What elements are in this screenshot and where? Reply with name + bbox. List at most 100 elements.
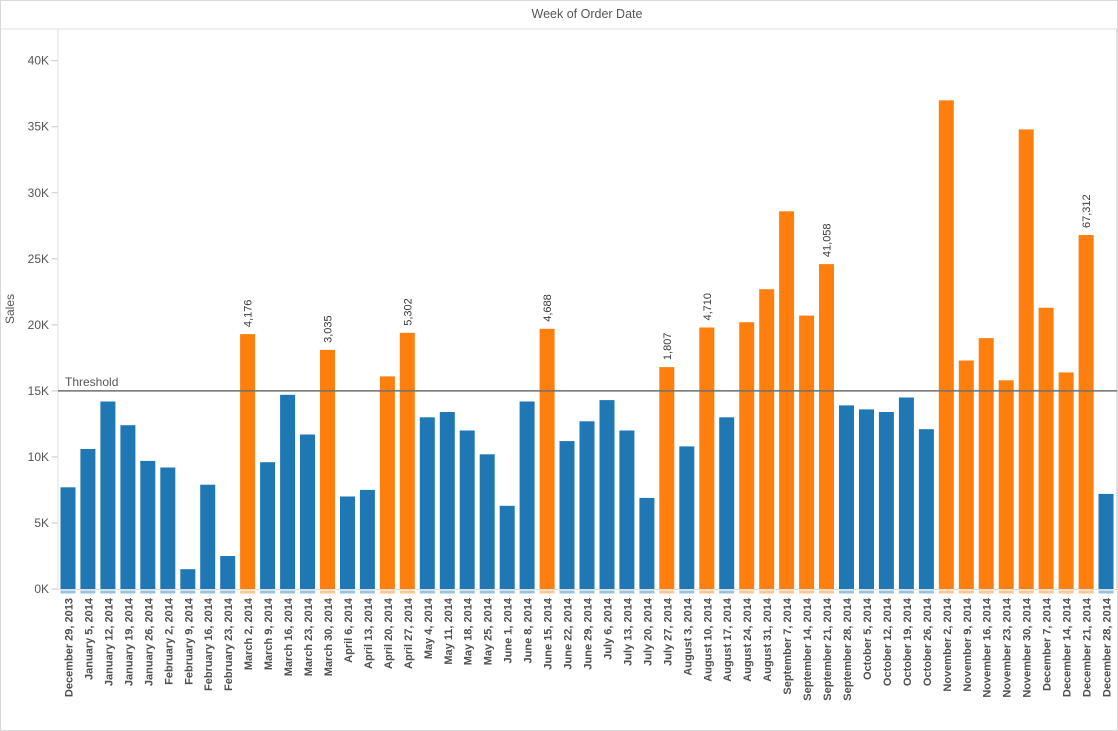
x-tick-label: September 28, 2014 bbox=[842, 597, 854, 701]
bar[interactable] bbox=[180, 569, 196, 589]
bar[interactable] bbox=[938, 100, 954, 590]
bar[interactable] bbox=[739, 322, 755, 589]
bar[interactable] bbox=[499, 505, 515, 589]
bar[interactable] bbox=[559, 441, 575, 589]
bar-value-labels: 4,176 3,035 5,302 4,688 1,807 4,710 41,058 67,3… bbox=[243, 194, 1093, 360]
bar[interactable] bbox=[619, 430, 635, 590]
x-tick-label: February 16, 2014 bbox=[203, 597, 215, 691]
x-tick-label: October 12, 2014 bbox=[882, 597, 894, 686]
bar-axis-stub bbox=[699, 590, 715, 594]
bar[interactable] bbox=[779, 211, 795, 590]
bar[interactable] bbox=[120, 425, 136, 589]
x-tick-label: September 14, 2014 bbox=[802, 597, 814, 701]
bar-value-label: 4,710 bbox=[702, 293, 714, 321]
bar[interactable] bbox=[539, 328, 555, 589]
bar-axis-stub bbox=[260, 590, 276, 594]
x-tick-label: July 6, 2014 bbox=[602, 597, 614, 660]
bar[interactable] bbox=[759, 289, 775, 589]
bar[interactable] bbox=[60, 487, 76, 589]
bar[interactable] bbox=[200, 484, 216, 589]
x-tick-label: October 19, 2014 bbox=[902, 597, 914, 686]
bar-axis-stub bbox=[938, 590, 954, 594]
bar[interactable] bbox=[958, 360, 974, 590]
bar-axis-stub bbox=[799, 590, 815, 594]
bar[interactable] bbox=[1078, 235, 1094, 589]
bar[interactable] bbox=[998, 380, 1014, 589]
bar[interactable] bbox=[859, 409, 874, 589]
bar[interactable] bbox=[579, 421, 595, 589]
bar[interactable] bbox=[439, 412, 455, 589]
bar-axis-stub bbox=[1058, 590, 1074, 594]
bar-axis-stub bbox=[399, 590, 415, 594]
bar[interactable] bbox=[419, 417, 435, 589]
x-tick-label: November 23, 2014 bbox=[1002, 597, 1014, 698]
x-tick-label: August 24, 2014 bbox=[742, 597, 754, 682]
bar[interactable] bbox=[220, 556, 236, 589]
bar-axis-stub bbox=[898, 590, 914, 594]
bar[interactable] bbox=[100, 401, 116, 590]
bar[interactable] bbox=[140, 460, 156, 589]
x-tick-label: January 12, 2014 bbox=[103, 597, 115, 686]
bar[interactable] bbox=[359, 489, 375, 589]
x-tick-label: May 18, 2014 bbox=[463, 597, 475, 665]
x-tick-label: August 17, 2014 bbox=[722, 597, 734, 682]
x-tick-label: October 26, 2014 bbox=[922, 597, 934, 686]
y-tick-label: 30K bbox=[28, 186, 49, 200]
bar[interactable] bbox=[1058, 372, 1074, 589]
x-tick-label: March 23, 2014 bbox=[303, 597, 315, 676]
bar-axis-stub bbox=[300, 590, 315, 594]
bar[interactable] bbox=[1038, 307, 1054, 589]
bar[interactable] bbox=[819, 264, 834, 589]
bar[interactable] bbox=[80, 449, 96, 589]
bar-axis-stub bbox=[160, 590, 176, 594]
bar-axis-stub bbox=[998, 590, 1014, 594]
x-tick-label: July 27, 2014 bbox=[662, 597, 674, 666]
bar[interactable] bbox=[878, 412, 894, 589]
bar-axis-stub bbox=[619, 590, 635, 594]
y-tick-label: 35K bbox=[28, 120, 49, 134]
x-tick-label: April 27, 2014 bbox=[403, 597, 415, 669]
x-tick-label: March 30, 2014 bbox=[323, 597, 335, 676]
bar[interactable] bbox=[699, 327, 715, 590]
bar[interactable] bbox=[160, 467, 176, 590]
bar-axis-stub bbox=[379, 590, 395, 594]
bar-axis-stub bbox=[340, 590, 355, 594]
bar[interactable] bbox=[719, 417, 735, 589]
bar-value-label: 1,807 bbox=[662, 333, 674, 361]
bar[interactable] bbox=[839, 405, 854, 589]
y-tick-label: 20K bbox=[28, 318, 49, 332]
bar[interactable] bbox=[679, 446, 695, 589]
x-tick-label: January 19, 2014 bbox=[123, 597, 135, 686]
bar[interactable] bbox=[898, 397, 914, 590]
bar-axis-stub bbox=[819, 590, 834, 594]
bar[interactable] bbox=[379, 376, 395, 589]
bar[interactable] bbox=[459, 430, 475, 590]
bar[interactable] bbox=[399, 332, 415, 589]
bar[interactable] bbox=[340, 496, 355, 590]
bar[interactable] bbox=[260, 462, 276, 589]
bar-axis-stub bbox=[519, 590, 535, 594]
x-tick-label: July 20, 2014 bbox=[642, 597, 654, 666]
bars-group bbox=[60, 100, 1114, 594]
bar[interactable] bbox=[978, 338, 994, 589]
bar-axis-stub bbox=[839, 590, 854, 594]
bar[interactable] bbox=[1098, 493, 1114, 589]
bar[interactable] bbox=[918, 429, 934, 589]
x-tick-label: March 16, 2014 bbox=[283, 597, 295, 676]
bar[interactable] bbox=[639, 497, 655, 589]
bar[interactable] bbox=[240, 334, 256, 589]
bar[interactable] bbox=[799, 315, 815, 589]
bar[interactable] bbox=[1018, 129, 1034, 589]
bar-axis-stub bbox=[479, 590, 495, 594]
bar[interactable] bbox=[479, 454, 495, 589]
bar-value-label: 4,176 bbox=[243, 300, 255, 328]
bar[interactable] bbox=[280, 394, 296, 589]
bar[interactable] bbox=[519, 401, 535, 590]
x-tick-label: July 13, 2014 bbox=[622, 597, 634, 666]
bar[interactable] bbox=[599, 400, 615, 589]
bar[interactable] bbox=[320, 349, 335, 589]
bar[interactable] bbox=[300, 434, 315, 590]
y-axis-ticks: 0K 5K 10K 15K 20K 25K 30K 35K 40K bbox=[28, 54, 58, 596]
bar[interactable] bbox=[659, 367, 675, 589]
